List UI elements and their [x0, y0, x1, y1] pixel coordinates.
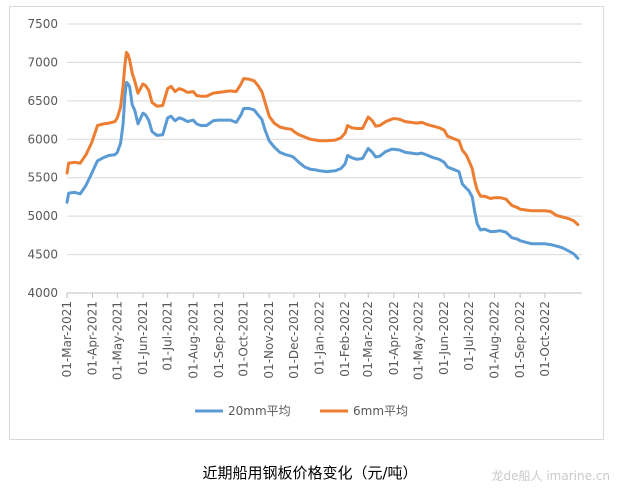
watermark-logo: 龙de船人 imarine.cn [491, 469, 610, 483]
chart-frame [9, 6, 604, 440]
legend-item-1: 20mm平均 [195, 404, 291, 418]
x-tick-label: 01-Jan-2022 [313, 301, 327, 375]
series-lines [65, 50, 580, 260]
x-tick-label: 01-Sep-2021 [212, 301, 226, 378]
x-tick-label: 01-Nov-2021 [262, 301, 276, 379]
x-tick-label: 01-Jul-2021 [161, 301, 175, 371]
x-tick-label: 01-Aug-2021 [186, 301, 200, 379]
gridlines [67, 23, 582, 256]
y-tick-label: 6500 [27, 94, 58, 108]
y-tick-label: 4000 [27, 286, 58, 300]
x-tick-label: 01-Mar-2021 [60, 301, 74, 377]
series-line-1 [65, 80, 580, 260]
y-tick-label: 5000 [27, 209, 58, 223]
x-tick-label: 01-Dec-2021 [287, 301, 301, 379]
y-tick-label: 7000 [27, 55, 58, 69]
legend-item-2: 6mm平均 [320, 404, 408, 418]
y-tick-label: 7500 [27, 17, 58, 31]
y-tick-label: 6000 [27, 132, 58, 146]
x-tick-label: 01-Jul-2022 [462, 301, 476, 371]
x-tick-label: 01-Aug-2022 [488, 301, 502, 379]
x-tick-label: 01-Jun-2022 [437, 301, 451, 375]
series-line-2 [65, 50, 580, 227]
x-tick-label: 01-Feb-2022 [338, 301, 352, 377]
x-axis: 01-Mar-2021 01-Apr-2021 01-May-2021 01-Jun-… [60, 292, 582, 380]
x-tick-label: 01-Apr-2021 [86, 301, 100, 375]
x-tick-label: 01-Oct-2021 [237, 301, 251, 377]
legend-label: 6mm平均 [353, 404, 408, 418]
y-axis-ticks: 4000 4500 5000 5500 6000 6500 7000 7500 [27, 17, 58, 300]
x-tick-label: 01-Oct-2022 [538, 301, 552, 377]
x-tick-label: 01-May-2021 [110, 301, 124, 380]
x-tick-label: 01-Apr-2022 [387, 301, 401, 375]
y-tick-label: 5500 [27, 171, 58, 185]
x-tick-label: 01-Sep-2022 [513, 301, 527, 378]
y-tick-label: 4500 [27, 248, 58, 262]
x-tick-label: 01-Mar-2022 [361, 301, 375, 377]
legend-label: 20mm平均 [228, 404, 291, 418]
chart-caption: 近期船用钢板价格变化（元/吨） [202, 464, 418, 482]
x-tick-label: 01-Jun-2021 [136, 301, 150, 375]
legend: 20mm平均 6mm平均 [195, 404, 408, 418]
x-tick-label: 01-May-2022 [412, 301, 426, 380]
